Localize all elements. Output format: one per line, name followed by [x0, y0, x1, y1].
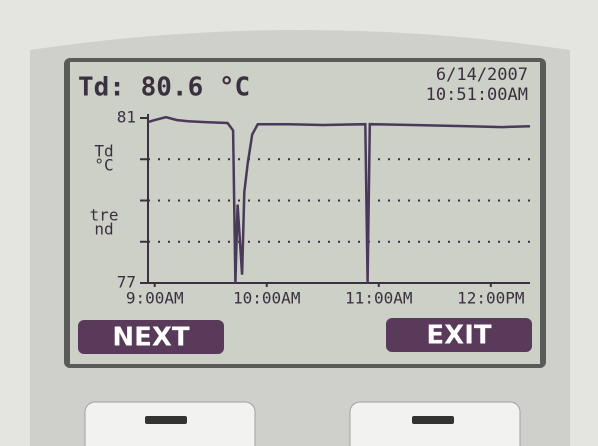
x-tick-label: 11:00AM [345, 289, 412, 308]
key-mark [145, 416, 187, 424]
page: Td: 80.6 °C 6/14/2007 10:51:00AM Td°Ctre… [0, 0, 598, 446]
next-label[interactable]: NEXT [112, 323, 190, 353]
date: 6/14/2007 [436, 65, 528, 85]
y-axis-label: °C [94, 156, 113, 175]
x-tick-label: 12:00PM [457, 289, 524, 308]
x-tick-label: 9:00AM [126, 289, 184, 308]
y-tick-label: 81 [117, 108, 136, 127]
device: Td: 80.6 °C 6/14/2007 10:51:00AM Td°Ctre… [0, 0, 598, 446]
y-axis-label: nd [94, 220, 113, 239]
time: 10:51:00AM [426, 85, 528, 105]
key-mark [412, 416, 454, 424]
reading: Td: 80.6 °C [78, 73, 250, 103]
x-tick-label: 10:00AM [233, 289, 300, 308]
exit-label[interactable]: EXIT [426, 321, 491, 351]
